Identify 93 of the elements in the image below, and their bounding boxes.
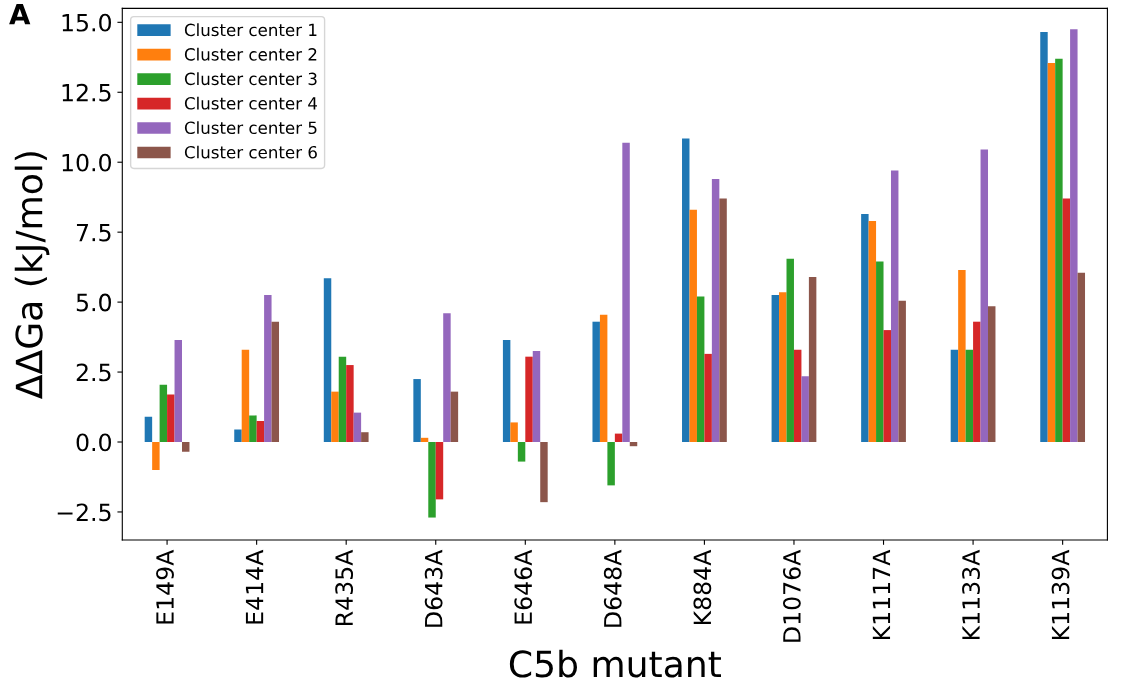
bar [682,138,690,442]
bar [786,258,794,442]
bar [353,412,362,442]
x-tick-label: D648A [603,549,622,627]
bar [711,179,720,442]
y-tick-label: 2.5 [76,363,111,382]
bar [525,356,533,442]
x-tick-label: K1139A [1051,549,1070,640]
bar [1077,272,1086,442]
bar [540,442,548,503]
y-axis-title: ΔΔGa (kJ/mol) [14,152,50,399]
bar [361,432,369,442]
y-tick-label: 15.0 [62,13,112,32]
bar [808,276,817,442]
bar [1062,198,1071,442]
bar [428,442,436,518]
x-tick-label: D1076A [782,549,801,642]
bar [420,437,429,442]
x-tick-label: K1117A [872,549,891,640]
y-tick-label: 5.0 [76,293,112,312]
bar [890,170,899,442]
bar [435,442,444,500]
bar [1040,32,1048,442]
bar [346,365,354,442]
bar [861,213,869,442]
bar [689,209,697,442]
bar [719,198,727,442]
bar [958,269,966,442]
bar [868,220,877,442]
bar [450,391,459,442]
bar [256,421,265,442]
bar [323,278,332,442]
x-tick-label: E646A [514,549,533,624]
legend-label: Cluster center 3 [184,72,317,86]
legend-label: Cluster center 2 [184,47,317,61]
bar [622,142,630,442]
y-tick-label: 7.5 [76,223,111,242]
bar [592,321,600,442]
bar [876,261,884,442]
bar [517,442,526,462]
bar [980,149,989,442]
bar [1055,58,1063,442]
bar [607,442,615,486]
x-axis-title: C5b mutant [509,649,721,678]
bar [331,391,339,442]
bar [159,384,168,442]
bar [144,416,153,442]
bar [182,442,190,452]
x-tick-label: E149A [156,549,174,624]
bar [779,292,787,442]
legend-label: Cluster center 6 [184,145,317,159]
y-tick-label: 0.0 [76,433,112,452]
bar [264,295,272,442]
bar [793,349,802,442]
bar [883,330,891,442]
y-tick-label: 10.0 [62,153,112,172]
bar [443,313,451,442]
bar [965,349,974,442]
legend-label: Cluster center 4 [184,96,318,110]
bar [167,394,175,442]
bar [234,429,242,442]
bar [988,306,996,442]
bar [704,353,712,442]
text: A [9,4,31,25]
bar [502,339,511,442]
bar [152,442,160,470]
bar [950,349,959,442]
x-tick-label: E414A [245,549,264,624]
bar [1047,62,1056,442]
bar [510,422,518,442]
bar [532,351,541,442]
bar [174,339,182,442]
bar [771,295,780,442]
y-tick-label: −2.5 [57,503,111,522]
legend-label: Cluster center 5 [184,121,317,135]
bar [801,376,809,442]
bar [338,356,347,442]
x-tick-label: R435A [335,549,354,625]
legend-label: Cluster center 1 [184,23,317,37]
bar [241,349,250,442]
bar [413,379,421,442]
bar [629,442,638,447]
y-tick-label: 12.5 [62,83,111,102]
bar [898,300,906,442]
bar [599,314,608,442]
bar [249,415,257,442]
bar [1070,29,1078,442]
bar [696,296,705,442]
bar [271,321,280,442]
x-tick-label: K1133A [962,549,980,640]
x-tick-label: K884A [693,549,712,625]
bar [973,321,981,442]
x-tick-label: D643A [424,549,443,627]
